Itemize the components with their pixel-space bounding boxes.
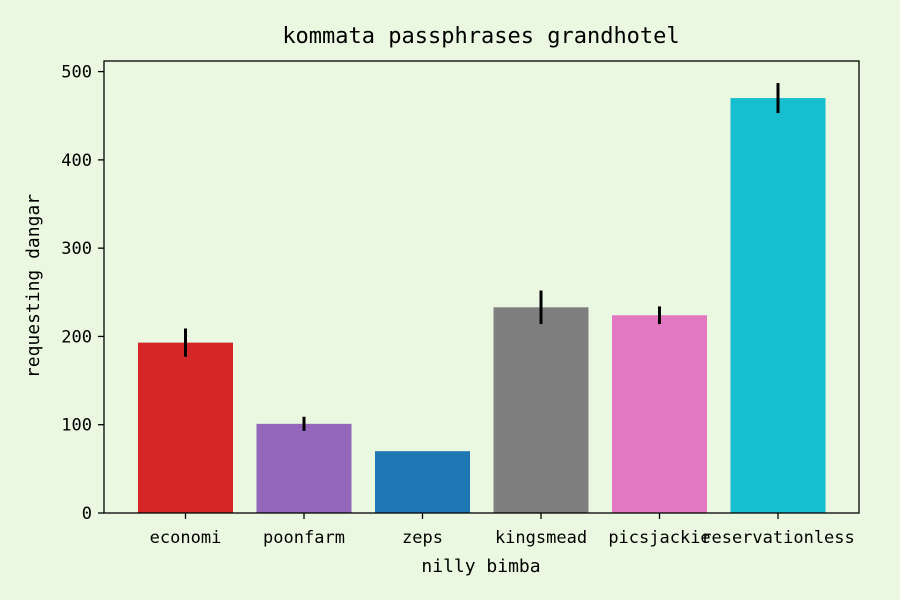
chart-title: kommata passphrases grandhotel [282,24,679,49]
x-tick-label-zeps: zeps [402,528,443,548]
x-tick-label-reservationless: reservationless [701,528,855,548]
x-tick-label-poonfarm: poonfarm [263,528,345,548]
x-axis-label: nilly bimba [421,556,540,577]
bar-kingsmead [493,307,589,513]
x-tick-label-kingsmead: kingsmead [495,528,587,548]
y-tick-label-400: 400 [61,151,92,171]
bar-economi [138,342,233,513]
plot-frame [103,60,860,514]
y-tick-label-100: 100 [61,416,92,436]
y-tick-label-500: 500 [61,63,92,83]
bar-zeps [375,451,470,513]
x-tick-label-picsjackie: picsjackie [608,528,710,548]
bar-poonfarm [256,423,352,513]
plot-area: 0 100 200 300 400 500 economi poonfarm zeps kings… [61,60,860,548]
x-tick-label-economi: economi [150,528,222,548]
y-tick-label-300: 300 [61,239,92,259]
bar-picsjackie [612,315,707,513]
y-tick-label-0: 0 [82,504,92,524]
y-axis-label: requesting dangar [23,194,44,378]
bar-reservationless [730,98,826,513]
y-tick-label-200: 200 [61,327,92,347]
